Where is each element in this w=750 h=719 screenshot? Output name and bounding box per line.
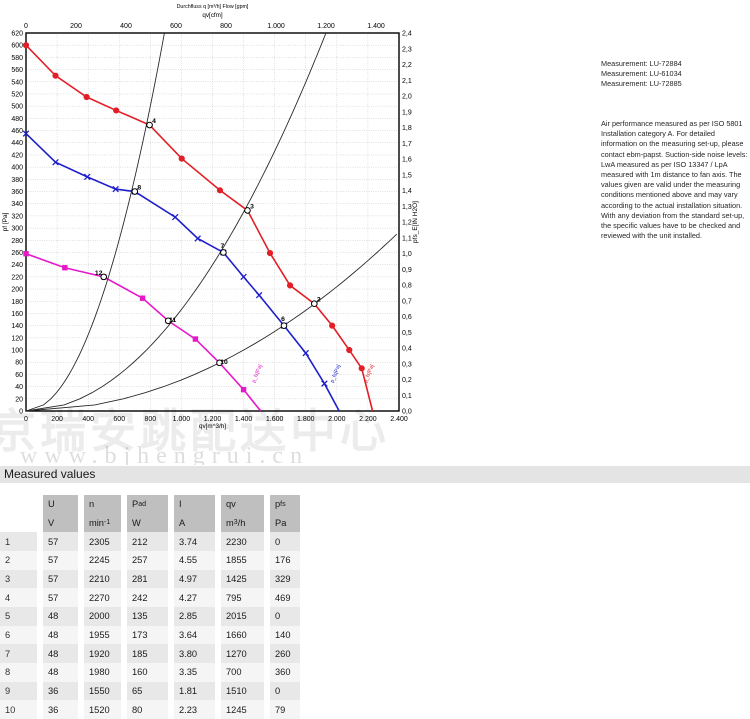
svg-text:360: 360 xyxy=(11,189,23,196)
svg-text:140: 140 xyxy=(11,323,23,330)
svg-text:40: 40 xyxy=(15,384,23,391)
svg-text:400: 400 xyxy=(120,23,132,30)
svg-text:2,2: 2,2 xyxy=(402,62,412,69)
svg-text:0,6: 0,6 xyxy=(402,314,412,321)
svg-text:600: 600 xyxy=(170,23,182,30)
svg-text:400: 400 xyxy=(11,165,23,172)
svg-text:0,9: 0,9 xyxy=(402,267,412,274)
svg-text:7: 7 xyxy=(220,243,224,250)
svg-text:0,2: 0,2 xyxy=(402,377,412,384)
svg-text:400: 400 xyxy=(82,416,94,423)
svg-text:2: 2 xyxy=(317,297,321,304)
svg-text:1,9: 1,9 xyxy=(402,109,412,116)
svg-text:1.400: 1.400 xyxy=(367,23,385,30)
svg-text:qv[cfm]: qv[cfm] xyxy=(202,12,223,19)
svg-text:p_fs[Pa]: p_fs[Pa] xyxy=(251,363,264,383)
svg-text:1,6: 1,6 xyxy=(402,157,412,164)
svg-text:0: 0 xyxy=(19,409,23,416)
svg-text:1,1: 1,1 xyxy=(402,235,412,242)
svg-text:1.000: 1.000 xyxy=(173,416,191,423)
svg-text:1,4: 1,4 xyxy=(402,188,412,195)
svg-text:0,5: 0,5 xyxy=(402,330,412,337)
svg-text:2,0: 2,0 xyxy=(402,94,412,101)
svg-text:pf [Pa]: pf [Pa] xyxy=(2,212,9,231)
svg-text:2.400: 2.400 xyxy=(390,416,408,423)
svg-text:pfs_E[IN H2O]: pfs_E[IN H2O] xyxy=(412,201,419,243)
svg-text:6: 6 xyxy=(281,316,285,323)
svg-text:10: 10 xyxy=(220,359,228,366)
svg-text:0,3: 0,3 xyxy=(402,361,412,368)
svg-text:Durchfluss q [m³/h] Flow [gp: Durchfluss q [m³/h] Flow [gpm] xyxy=(177,4,249,10)
svg-text:320: 320 xyxy=(11,213,23,220)
svg-text:0: 0 xyxy=(24,416,28,423)
svg-text:20: 20 xyxy=(15,396,23,403)
svg-text:1,2: 1,2 xyxy=(402,220,412,227)
svg-text:160: 160 xyxy=(11,311,23,318)
svg-text:1,5: 1,5 xyxy=(402,172,412,179)
svg-text:2.000: 2.000 xyxy=(328,416,346,423)
svg-text:1.000: 1.000 xyxy=(267,23,285,30)
svg-text:12: 12 xyxy=(95,270,103,277)
svg-text:280: 280 xyxy=(11,238,23,245)
svg-text:0,1: 0,1 xyxy=(402,393,412,400)
svg-text:60: 60 xyxy=(15,372,23,379)
svg-text:240: 240 xyxy=(11,262,23,269)
svg-text:4: 4 xyxy=(152,118,156,125)
svg-text:600: 600 xyxy=(113,416,125,423)
svg-text:500: 500 xyxy=(11,104,23,111)
svg-text:0: 0 xyxy=(24,23,28,30)
svg-text:200: 200 xyxy=(70,23,82,30)
svg-text:3: 3 xyxy=(250,203,254,210)
svg-text:380: 380 xyxy=(11,177,23,184)
svg-text:0,4: 0,4 xyxy=(402,346,412,353)
svg-text:600: 600 xyxy=(11,43,23,50)
svg-text:1.200: 1.200 xyxy=(317,23,335,30)
svg-text:520: 520 xyxy=(11,91,23,98)
svg-text:11: 11 xyxy=(169,317,176,324)
svg-text:p_fs[Pa]: p_fs[Pa] xyxy=(363,363,376,383)
svg-text:1.400: 1.400 xyxy=(235,416,253,423)
svg-text:580: 580 xyxy=(11,55,23,62)
svg-text:200: 200 xyxy=(11,287,23,294)
svg-text:620: 620 xyxy=(11,31,23,38)
svg-text:120: 120 xyxy=(11,335,23,342)
svg-text:1,7: 1,7 xyxy=(402,141,412,148)
svg-text:1,3: 1,3 xyxy=(402,204,412,211)
svg-text:560: 560 xyxy=(11,67,23,74)
svg-text:qv[m^3/h]: qv[m^3/h] xyxy=(199,423,226,430)
svg-text:2,4: 2,4 xyxy=(402,31,412,38)
svg-text:480: 480 xyxy=(11,116,23,123)
svg-text:100: 100 xyxy=(11,348,23,355)
svg-text:1.600: 1.600 xyxy=(266,416,284,423)
svg-text:800: 800 xyxy=(220,23,232,30)
svg-text:1,0: 1,0 xyxy=(402,251,412,258)
svg-text:2,1: 2,1 xyxy=(402,78,412,85)
svg-text:p_fs[Pa]: p_fs[Pa] xyxy=(329,363,342,383)
svg-text:0,7: 0,7 xyxy=(402,298,412,305)
svg-text:260: 260 xyxy=(11,250,23,257)
svg-text:340: 340 xyxy=(11,201,23,208)
svg-text:8: 8 xyxy=(137,185,141,192)
svg-text:460: 460 xyxy=(11,128,23,135)
svg-text:0,0: 0,0 xyxy=(402,409,412,416)
svg-text:2,3: 2,3 xyxy=(402,46,412,53)
svg-text:220: 220 xyxy=(11,274,23,281)
svg-text:1,8: 1,8 xyxy=(402,125,412,132)
svg-text:80: 80 xyxy=(15,360,23,367)
svg-text:1.800: 1.800 xyxy=(297,416,315,423)
svg-text:0,8: 0,8 xyxy=(402,283,412,290)
svg-text:440: 440 xyxy=(11,140,23,147)
svg-text:200: 200 xyxy=(51,416,63,423)
svg-text:420: 420 xyxy=(11,152,23,159)
svg-text:540: 540 xyxy=(11,79,23,86)
svg-text:2.200: 2.200 xyxy=(359,416,377,423)
svg-text:1.200: 1.200 xyxy=(204,416,222,423)
svg-text:180: 180 xyxy=(11,299,23,306)
svg-text:300: 300 xyxy=(11,226,23,233)
svg-text:800: 800 xyxy=(144,416,156,423)
